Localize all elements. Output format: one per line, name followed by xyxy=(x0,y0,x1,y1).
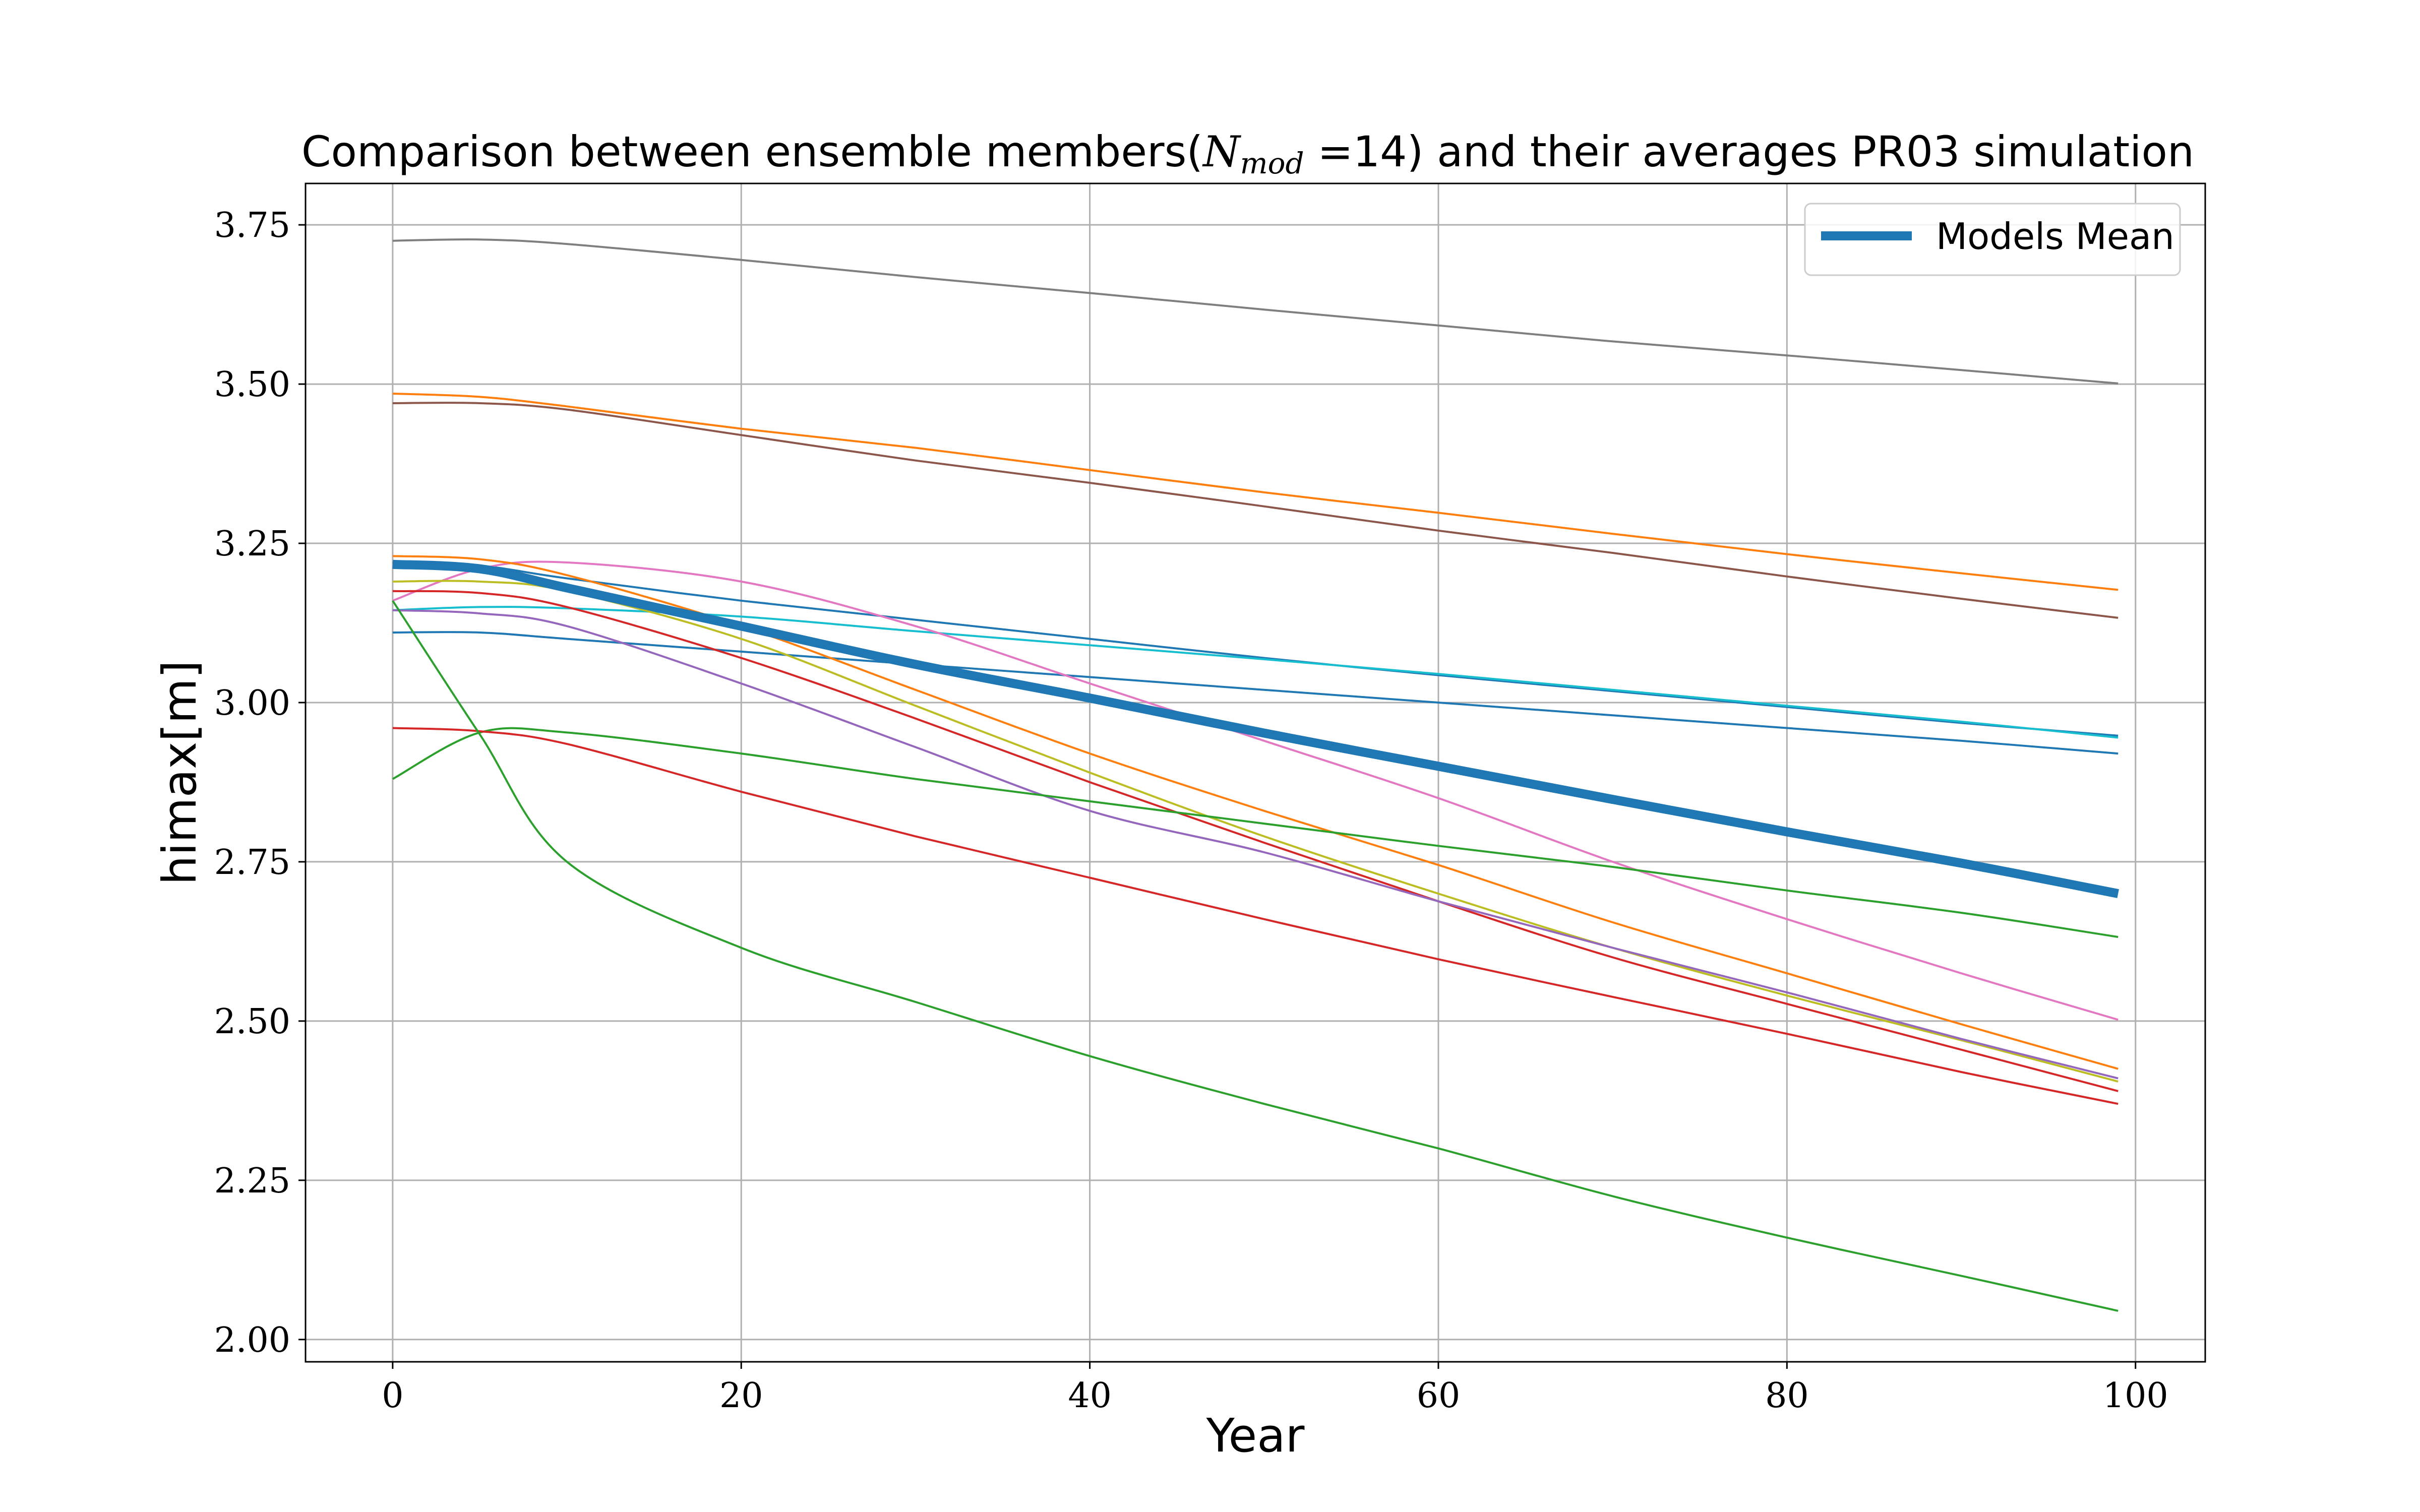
y-tick-label: 2.75 xyxy=(214,843,290,883)
legend-label-models-mean: Models Mean xyxy=(1936,215,2174,258)
y-tick-label: 2.50 xyxy=(214,1002,290,1042)
chart-title-math-subscript: mod xyxy=(1240,146,1304,180)
y-tick-label: 3.00 xyxy=(214,683,290,723)
y-tick-label: 2.25 xyxy=(214,1161,290,1201)
series-line-member-11 xyxy=(392,609,2119,1080)
x-tick-label: 80 xyxy=(1765,1376,1809,1416)
series-line-member-9 xyxy=(392,580,2119,1083)
x-tick-label: 20 xyxy=(719,1376,763,1416)
chart-title: Comparison between ensemble members(Nmod… xyxy=(301,127,2194,180)
y-tick-label: 3.75 xyxy=(214,206,290,245)
chart-title-math-symbol: N xyxy=(1202,127,1241,176)
series-line-member-12 xyxy=(392,727,2119,938)
y-tick-label: 2.00 xyxy=(214,1320,290,1360)
plot-frame xyxy=(305,182,2206,1363)
series-line-member-1 xyxy=(392,238,2119,385)
x-tick-label: 60 xyxy=(1417,1376,1461,1416)
legend: Models Mean xyxy=(1804,203,2181,276)
y-axis-ticks: 2.00 2.25 2.50 2.75 3.00 3.25 3.50 3.75 xyxy=(214,206,306,1360)
y-tick-label: 3.50 xyxy=(214,365,290,405)
series-line-member-13 xyxy=(392,727,2119,1105)
series-line-member-6 xyxy=(392,631,2119,755)
x-tick-label: 40 xyxy=(1068,1376,1112,1416)
series-lines xyxy=(392,238,2119,1312)
series-line-member-4 xyxy=(392,561,2119,737)
grid-lines xyxy=(306,183,2205,1362)
series-line-member-10 xyxy=(392,590,2119,1092)
y-axis-title: himax[m] xyxy=(153,660,207,885)
chart-title-suffix: =14) and their averages PR03 simulation xyxy=(1304,127,2194,176)
series-line-member-2 xyxy=(392,393,2119,591)
series-line-member-5 xyxy=(392,606,2119,739)
series-line-member-8 xyxy=(392,555,2119,1070)
legend-box xyxy=(1804,203,2181,276)
chart-title-prefix: Comparison between ensemble members( xyxy=(301,127,1203,176)
x-axis-title: Year xyxy=(1206,1409,1305,1463)
x-tick-label: 100 xyxy=(2103,1376,2168,1416)
y-tick-label: 3.25 xyxy=(214,524,290,564)
series-line-member-14 xyxy=(392,600,2119,1312)
series-line-member-3 xyxy=(392,402,2119,619)
series-line-models-mean xyxy=(392,559,2119,898)
x-tick-label: 0 xyxy=(382,1376,403,1416)
x-axis-ticks: 0 20 40 60 80 100 xyxy=(382,1362,2168,1416)
